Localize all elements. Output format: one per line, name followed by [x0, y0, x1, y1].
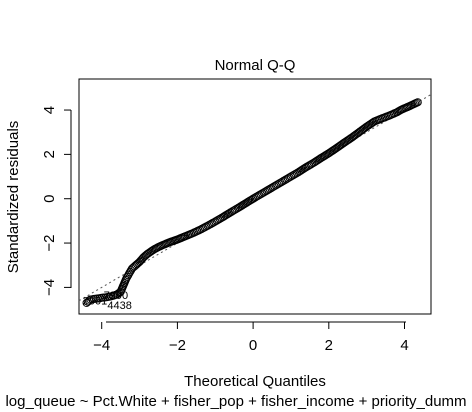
y-tick-label: −4 [41, 279, 58, 296]
point-label: 4438 [107, 300, 131, 312]
x-tick-label: −4 [93, 337, 110, 354]
y-tick-label: −2 [41, 235, 58, 252]
y-axis-label: Standardized residuals [5, 121, 22, 274]
y-tick-label: 2 [41, 150, 58, 158]
data-points [83, 99, 421, 307]
x-axis-ticks: −4 −2 0 2 4 [93, 322, 409, 354]
y-tick-label: 0 [41, 195, 58, 203]
model-formula: log_queue ~ Pct.White + fisher_pop + fis… [5, 393, 466, 410]
chart-title: Normal Q-Q [215, 57, 296, 74]
y-tick-label: 4 [41, 106, 58, 114]
point-label: 2001 [83, 296, 107, 308]
x-axis-label: Theoretical Quantiles [184, 373, 326, 390]
x-tick-label: 2 [325, 337, 333, 354]
x-tick-label: 0 [249, 337, 257, 354]
y-axis-ticks: −4 −2 0 2 4 [41, 106, 71, 296]
x-tick-label: −2 [169, 337, 186, 354]
plot-frame [79, 79, 431, 314]
x-tick-label: 4 [400, 337, 408, 354]
